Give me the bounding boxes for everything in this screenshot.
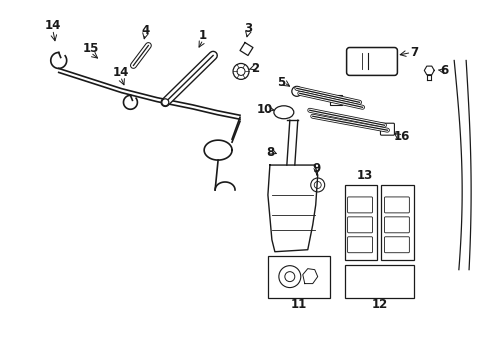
Polygon shape xyxy=(240,42,252,55)
Polygon shape xyxy=(267,165,317,252)
Polygon shape xyxy=(302,269,317,284)
Text: 1: 1 xyxy=(199,29,207,42)
Text: 8: 8 xyxy=(265,145,273,159)
FancyBboxPatch shape xyxy=(347,237,372,253)
Circle shape xyxy=(310,178,324,192)
FancyBboxPatch shape xyxy=(384,237,408,253)
FancyBboxPatch shape xyxy=(384,197,408,213)
Text: 7: 7 xyxy=(409,46,418,59)
Text: 16: 16 xyxy=(392,130,409,143)
FancyBboxPatch shape xyxy=(347,197,372,213)
Circle shape xyxy=(278,266,300,288)
Bar xyxy=(267,256,329,298)
Text: 13: 13 xyxy=(356,168,372,181)
Text: 9: 9 xyxy=(312,162,320,175)
Circle shape xyxy=(233,63,248,80)
Bar xyxy=(381,185,413,260)
Circle shape xyxy=(162,99,168,106)
FancyBboxPatch shape xyxy=(346,48,397,75)
Text: 10: 10 xyxy=(256,103,272,116)
Text: 11: 11 xyxy=(290,298,306,311)
Polygon shape xyxy=(424,66,433,75)
Text: 2: 2 xyxy=(250,62,259,75)
Bar xyxy=(344,265,413,298)
Text: 12: 12 xyxy=(370,298,387,311)
Circle shape xyxy=(285,272,294,282)
Ellipse shape xyxy=(273,106,293,119)
FancyBboxPatch shape xyxy=(380,123,394,135)
Text: 4: 4 xyxy=(141,24,149,37)
Text: 14: 14 xyxy=(112,66,128,79)
Text: 15: 15 xyxy=(82,42,99,55)
Circle shape xyxy=(291,86,301,96)
Text: 5: 5 xyxy=(276,76,285,89)
Bar xyxy=(329,95,341,105)
FancyBboxPatch shape xyxy=(347,217,372,233)
Circle shape xyxy=(237,67,244,75)
Text: 6: 6 xyxy=(439,64,447,77)
Bar xyxy=(344,185,377,260)
Text: 14: 14 xyxy=(44,19,61,32)
Text: 3: 3 xyxy=(244,22,251,35)
Circle shape xyxy=(314,181,321,189)
FancyBboxPatch shape xyxy=(384,217,408,233)
